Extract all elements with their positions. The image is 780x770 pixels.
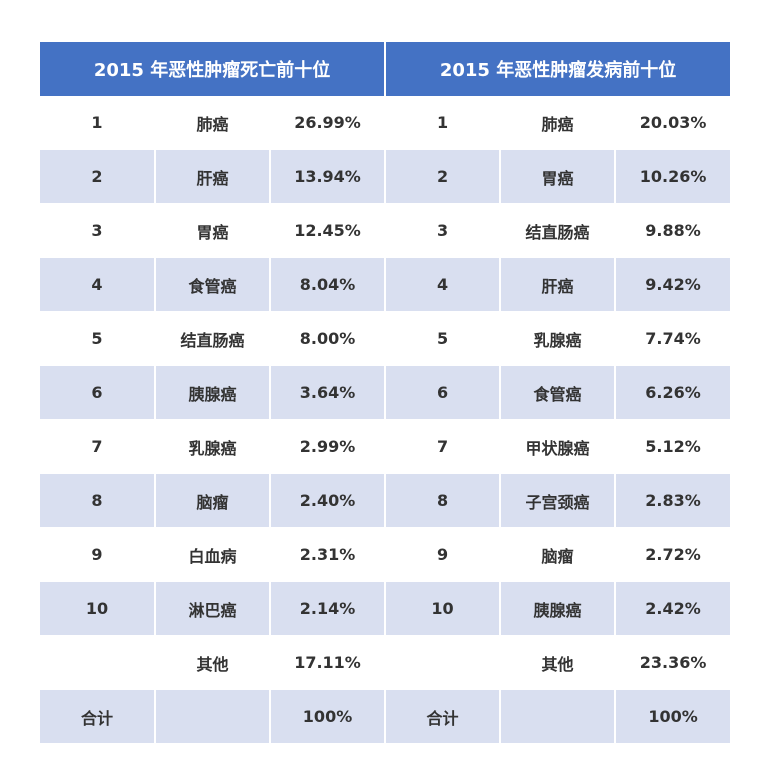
mortality-percent-cell: 2.31%: [270, 527, 387, 582]
incidence-percent-cell: 23.36%: [615, 635, 731, 690]
mortality-cancer-cell: 食管癌: [155, 257, 271, 312]
mortality-rank-cell: 4: [40, 257, 156, 312]
incidence-percent-cell: 6.26%: [615, 365, 731, 420]
incidence-cancer-cell: 子宫颈癌: [500, 473, 617, 528]
mortality-rank-cell: 6: [40, 365, 156, 420]
incidence-rank-cell: 1: [385, 96, 502, 150]
mortality-percent-cell: 8.00%: [270, 311, 387, 366]
mortality-percent-cell: 26.99%: [270, 96, 387, 150]
mortality-percent-cell: 3.64%: [270, 365, 387, 420]
mortality-rank-cell: 7: [40, 419, 156, 474]
mortality-cancer-cell: 结直肠癌: [155, 311, 271, 366]
mortality-percent-cell: 2.40%: [270, 473, 387, 528]
mortality-cancer-cell: 白血病: [155, 527, 271, 582]
mortality-percent-cell: 100%: [270, 689, 387, 744]
mortality-rank-cell: 合计: [40, 689, 156, 744]
incidence-cancer-cell: 脑瘤: [500, 527, 617, 582]
table-row: 3 胃癌 12.45% 3 结直肠癌 9.88%: [40, 203, 731, 258]
table-row: 4 食管癌 8.04% 4 肝癌 9.42%: [40, 257, 731, 312]
mortality-cancer-cell: 脑瘤: [155, 473, 271, 528]
table-row: 5 结直肠癌 8.00% 5 乳腺癌 7.74%: [40, 311, 731, 366]
incidence-percent-cell: 10.26%: [615, 149, 731, 204]
table-row: 7 乳腺癌 2.99% 7 甲状腺癌 5.12%: [40, 419, 731, 474]
mortality-rank-cell: [40, 635, 156, 690]
incidence-rank-cell: 6: [385, 365, 502, 420]
table-row: 8 脑瘤 2.40% 8 子宫颈癌 2.83%: [40, 473, 731, 528]
mortality-percent-cell: 12.45%: [270, 203, 387, 258]
table-row: 9 白血病 2.31% 9 脑瘤 2.72%: [40, 527, 731, 582]
table-row: 其他 17.11% 其他 23.36%: [40, 635, 731, 690]
mortality-rank-cell: 3: [40, 203, 156, 258]
incidence-rank-cell: 9: [385, 527, 502, 582]
incidence-cancer-cell: 其他: [500, 635, 617, 690]
incidence-percent-cell: 7.74%: [615, 311, 731, 366]
header-row: 2015 年恶性肿瘤死亡前十位 2015 年恶性肿瘤发病前十位: [40, 42, 731, 96]
mortality-cancer-cell: [155, 689, 271, 744]
incidence-cancer-cell: 胃癌: [500, 149, 617, 204]
header-incidence: 2015 年恶性肿瘤发病前十位: [385, 42, 731, 96]
table-row: 2 肝癌 13.94% 2 胃癌 10.26%: [40, 149, 731, 204]
incidence-percent-cell: 5.12%: [615, 419, 731, 474]
incidence-rank-cell: 2: [385, 149, 502, 204]
cancer-ranking-table: 2015 年恶性肿瘤死亡前十位 2015 年恶性肿瘤发病前十位 1 肺癌 26.99…: [40, 42, 731, 744]
incidence-rank-cell: 合计: [385, 689, 502, 744]
table-row: 合计 100% 合计 100%: [40, 689, 731, 744]
incidence-cancer-cell: 食管癌: [500, 365, 617, 420]
table-row: 1 肺癌 26.99% 1 肺癌 20.03%: [40, 96, 731, 150]
incidence-cancer-cell: 胰腺癌: [500, 581, 617, 636]
incidence-rank-cell: 5: [385, 311, 502, 366]
mortality-rank-cell: 8: [40, 473, 156, 528]
incidence-percent-cell: 2.42%: [615, 581, 731, 636]
mortality-percent-cell: 13.94%: [270, 149, 387, 204]
incidence-percent-cell: 20.03%: [615, 96, 731, 150]
incidence-percent-cell: 2.83%: [615, 473, 731, 528]
mortality-cancer-cell: 胃癌: [155, 203, 271, 258]
header-mortality: 2015 年恶性肿瘤死亡前十位: [40, 42, 387, 96]
mortality-cancer-cell: 淋巴癌: [155, 581, 271, 636]
mortality-cancer-cell: 乳腺癌: [155, 419, 271, 474]
mortality-cancer-cell: 其他: [155, 635, 271, 690]
incidence-cancer-cell: [500, 689, 617, 744]
incidence-cancer-cell: 肺癌: [500, 96, 617, 150]
mortality-rank-cell: 9: [40, 527, 156, 582]
mortality-cancer-cell: 胰腺癌: [155, 365, 271, 420]
incidence-percent-cell: 100%: [615, 689, 731, 744]
mortality-rank-cell: 10: [40, 581, 156, 636]
mortality-cancer-cell: 肝癌: [155, 149, 271, 204]
incidence-rank-cell: 10: [385, 581, 502, 636]
mortality-percent-cell: 8.04%: [270, 257, 387, 312]
incidence-percent-cell: 2.72%: [615, 527, 731, 582]
table-row: 6 胰腺癌 3.64% 6 食管癌 6.26%: [40, 365, 731, 420]
incidence-percent-cell: 9.42%: [615, 257, 731, 312]
mortality-percent-cell: 2.99%: [270, 419, 387, 474]
mortality-cancer-cell: 肺癌: [155, 96, 271, 150]
incidence-rank-cell: 4: [385, 257, 502, 312]
incidence-rank-cell: [385, 635, 502, 690]
incidence-rank-cell: 7: [385, 419, 502, 474]
incidence-cancer-cell: 甲状腺癌: [500, 419, 617, 474]
mortality-rank-cell: 1: [40, 96, 156, 150]
table-row: 10 淋巴癌 2.14% 10 胰腺癌 2.42%: [40, 581, 731, 636]
incidence-cancer-cell: 肝癌: [500, 257, 617, 312]
incidence-percent-cell: 9.88%: [615, 203, 731, 258]
mortality-percent-cell: 2.14%: [270, 581, 387, 636]
incidence-cancer-cell: 乳腺癌: [500, 311, 617, 366]
incidence-rank-cell: 3: [385, 203, 502, 258]
incidence-cancer-cell: 结直肠癌: [500, 203, 617, 258]
mortality-rank-cell: 2: [40, 149, 156, 204]
incidence-rank-cell: 8: [385, 473, 502, 528]
mortality-percent-cell: 17.11%: [270, 635, 387, 690]
mortality-rank-cell: 5: [40, 311, 156, 366]
